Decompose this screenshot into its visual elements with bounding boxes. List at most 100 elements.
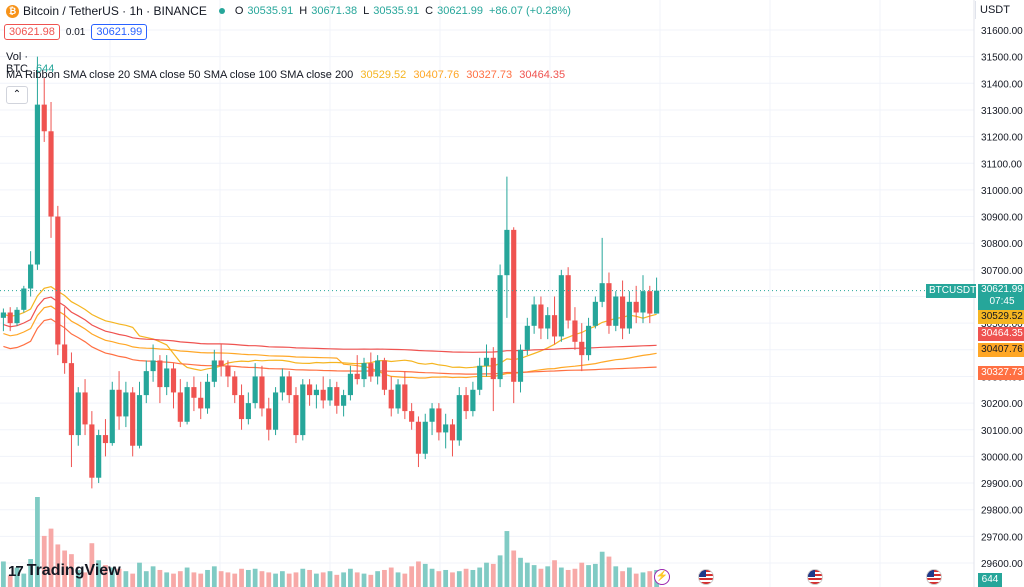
symbol-row[interactable]: ₿ Bitcoin / TetherUS · 1h · BINANCE O 305…: [6, 4, 573, 18]
candle: [402, 371, 408, 420]
price-tick-label: 30100.00: [981, 426, 1023, 437]
candle-body: [191, 387, 197, 398]
sell-button[interactable]: 30621.98: [4, 24, 60, 40]
candle-body: [613, 296, 619, 326]
lightning-event-icon[interactable]: ⚡: [654, 569, 670, 585]
candle-body: [143, 371, 149, 396]
volume-bar: [191, 572, 197, 587]
volume-bar: [443, 569, 449, 587]
candle: [218, 344, 224, 377]
volume-bar: [75, 569, 81, 587]
candle-body: [531, 304, 537, 326]
candle: [272, 387, 279, 436]
volume-bar: [477, 567, 483, 587]
candle-body: [307, 384, 313, 396]
us-flag-event-icon[interactable]: [698, 569, 714, 585]
sma20-line: [3, 286, 657, 372]
candle: [558, 269, 564, 342]
candle: [300, 379, 306, 441]
volume-bar: [205, 569, 210, 587]
volume-legend[interactable]: Vol · BTC 644: [6, 51, 54, 75]
candle: [266, 397, 272, 441]
price-tick-label: 29900.00: [981, 479, 1023, 490]
candle-body: [497, 275, 503, 380]
sma100-line: [3, 318, 657, 375]
volume-bar: [286, 573, 292, 587]
candle-body: [354, 373, 360, 380]
candle-body: [102, 435, 109, 444]
volume-label: Vol · BTC: [6, 51, 29, 75]
candle: [136, 381, 143, 449]
volume-bar: [232, 573, 238, 587]
candle: [96, 429, 102, 484]
candle-body: [198, 397, 204, 409]
us-flag-event-icon[interactable]: [807, 569, 823, 585]
buy-button[interactable]: 30621.99: [91, 24, 148, 40]
candle-body: [259, 376, 265, 409]
tradingview-logo[interactable]: 17 TradingView: [8, 562, 121, 580]
volume-bar: [334, 574, 340, 587]
price-tick-label: 30700.00: [981, 266, 1023, 277]
candle-body: [490, 357, 496, 380]
volume-bar: [524, 562, 530, 587]
volume-bar: [314, 573, 319, 587]
volume-bar: [518, 557, 523, 587]
candle: [164, 355, 170, 396]
volume-bar: [354, 572, 360, 587]
currency-selector[interactable]: USDT: [975, 1, 1024, 19]
candle-body: [524, 325, 530, 350]
volume-bar: [103, 565, 108, 587]
ma-ribbon: [3, 286, 657, 379]
volume-bar: [647, 571, 653, 587]
candle-body: [443, 424, 449, 433]
volume-bar: [21, 573, 27, 587]
candle-body: [388, 389, 394, 409]
volume-bar: [565, 569, 571, 587]
volume-bar: [300, 568, 306, 587]
candle: [177, 379, 183, 428]
candle-body: [130, 392, 136, 446]
volume-bar: [171, 573, 176, 587]
symbol-title[interactable]: Bitcoin / TetherUS · 1h · BINANCE: [23, 4, 207, 18]
close-label: C: [425, 5, 434, 17]
candle-body: [327, 387, 333, 401]
candle: [572, 307, 578, 350]
candle: [116, 371, 122, 430]
candle-body: [279, 376, 285, 393]
candle: [293, 387, 299, 444]
volume-bar: [89, 543, 95, 587]
volume-bar: [184, 567, 190, 587]
candle-body: [177, 392, 183, 422]
volume-bar: [211, 566, 217, 587]
candle: [7, 307, 13, 332]
countdown: 07:45: [989, 295, 1015, 307]
candle: [130, 387, 136, 457]
chevron-up-icon[interactable]: ⌃: [6, 86, 28, 104]
candle: [565, 267, 571, 329]
candle: [41, 77, 47, 142]
candle: [0, 308, 6, 332]
candle-body: [184, 387, 190, 422]
volume-bar: [143, 571, 149, 587]
candle: [341, 389, 347, 417]
candle: [517, 344, 524, 393]
volume-bar: [538, 568, 544, 587]
candle: [48, 101, 54, 238]
candle-body: [157, 360, 163, 388]
candle: [320, 376, 326, 409]
candle: [184, 381, 190, 425]
ma-ribbon-legend[interactable]: MA Ribbon SMA close 20 SMA close 50 SMA …: [6, 69, 569, 81]
volume-bar: [116, 568, 122, 587]
volume-bar: [416, 561, 421, 587]
candle-body: [48, 131, 54, 217]
candle-body: [232, 376, 238, 396]
volume-bar: [252, 568, 258, 587]
volume-bar: [640, 572, 646, 587]
us-flag-event-icon[interactable]: [926, 569, 942, 585]
candle-body: [477, 365, 483, 390]
candle: [477, 357, 483, 396]
candle: [204, 373, 211, 414]
candle-body: [409, 411, 415, 422]
